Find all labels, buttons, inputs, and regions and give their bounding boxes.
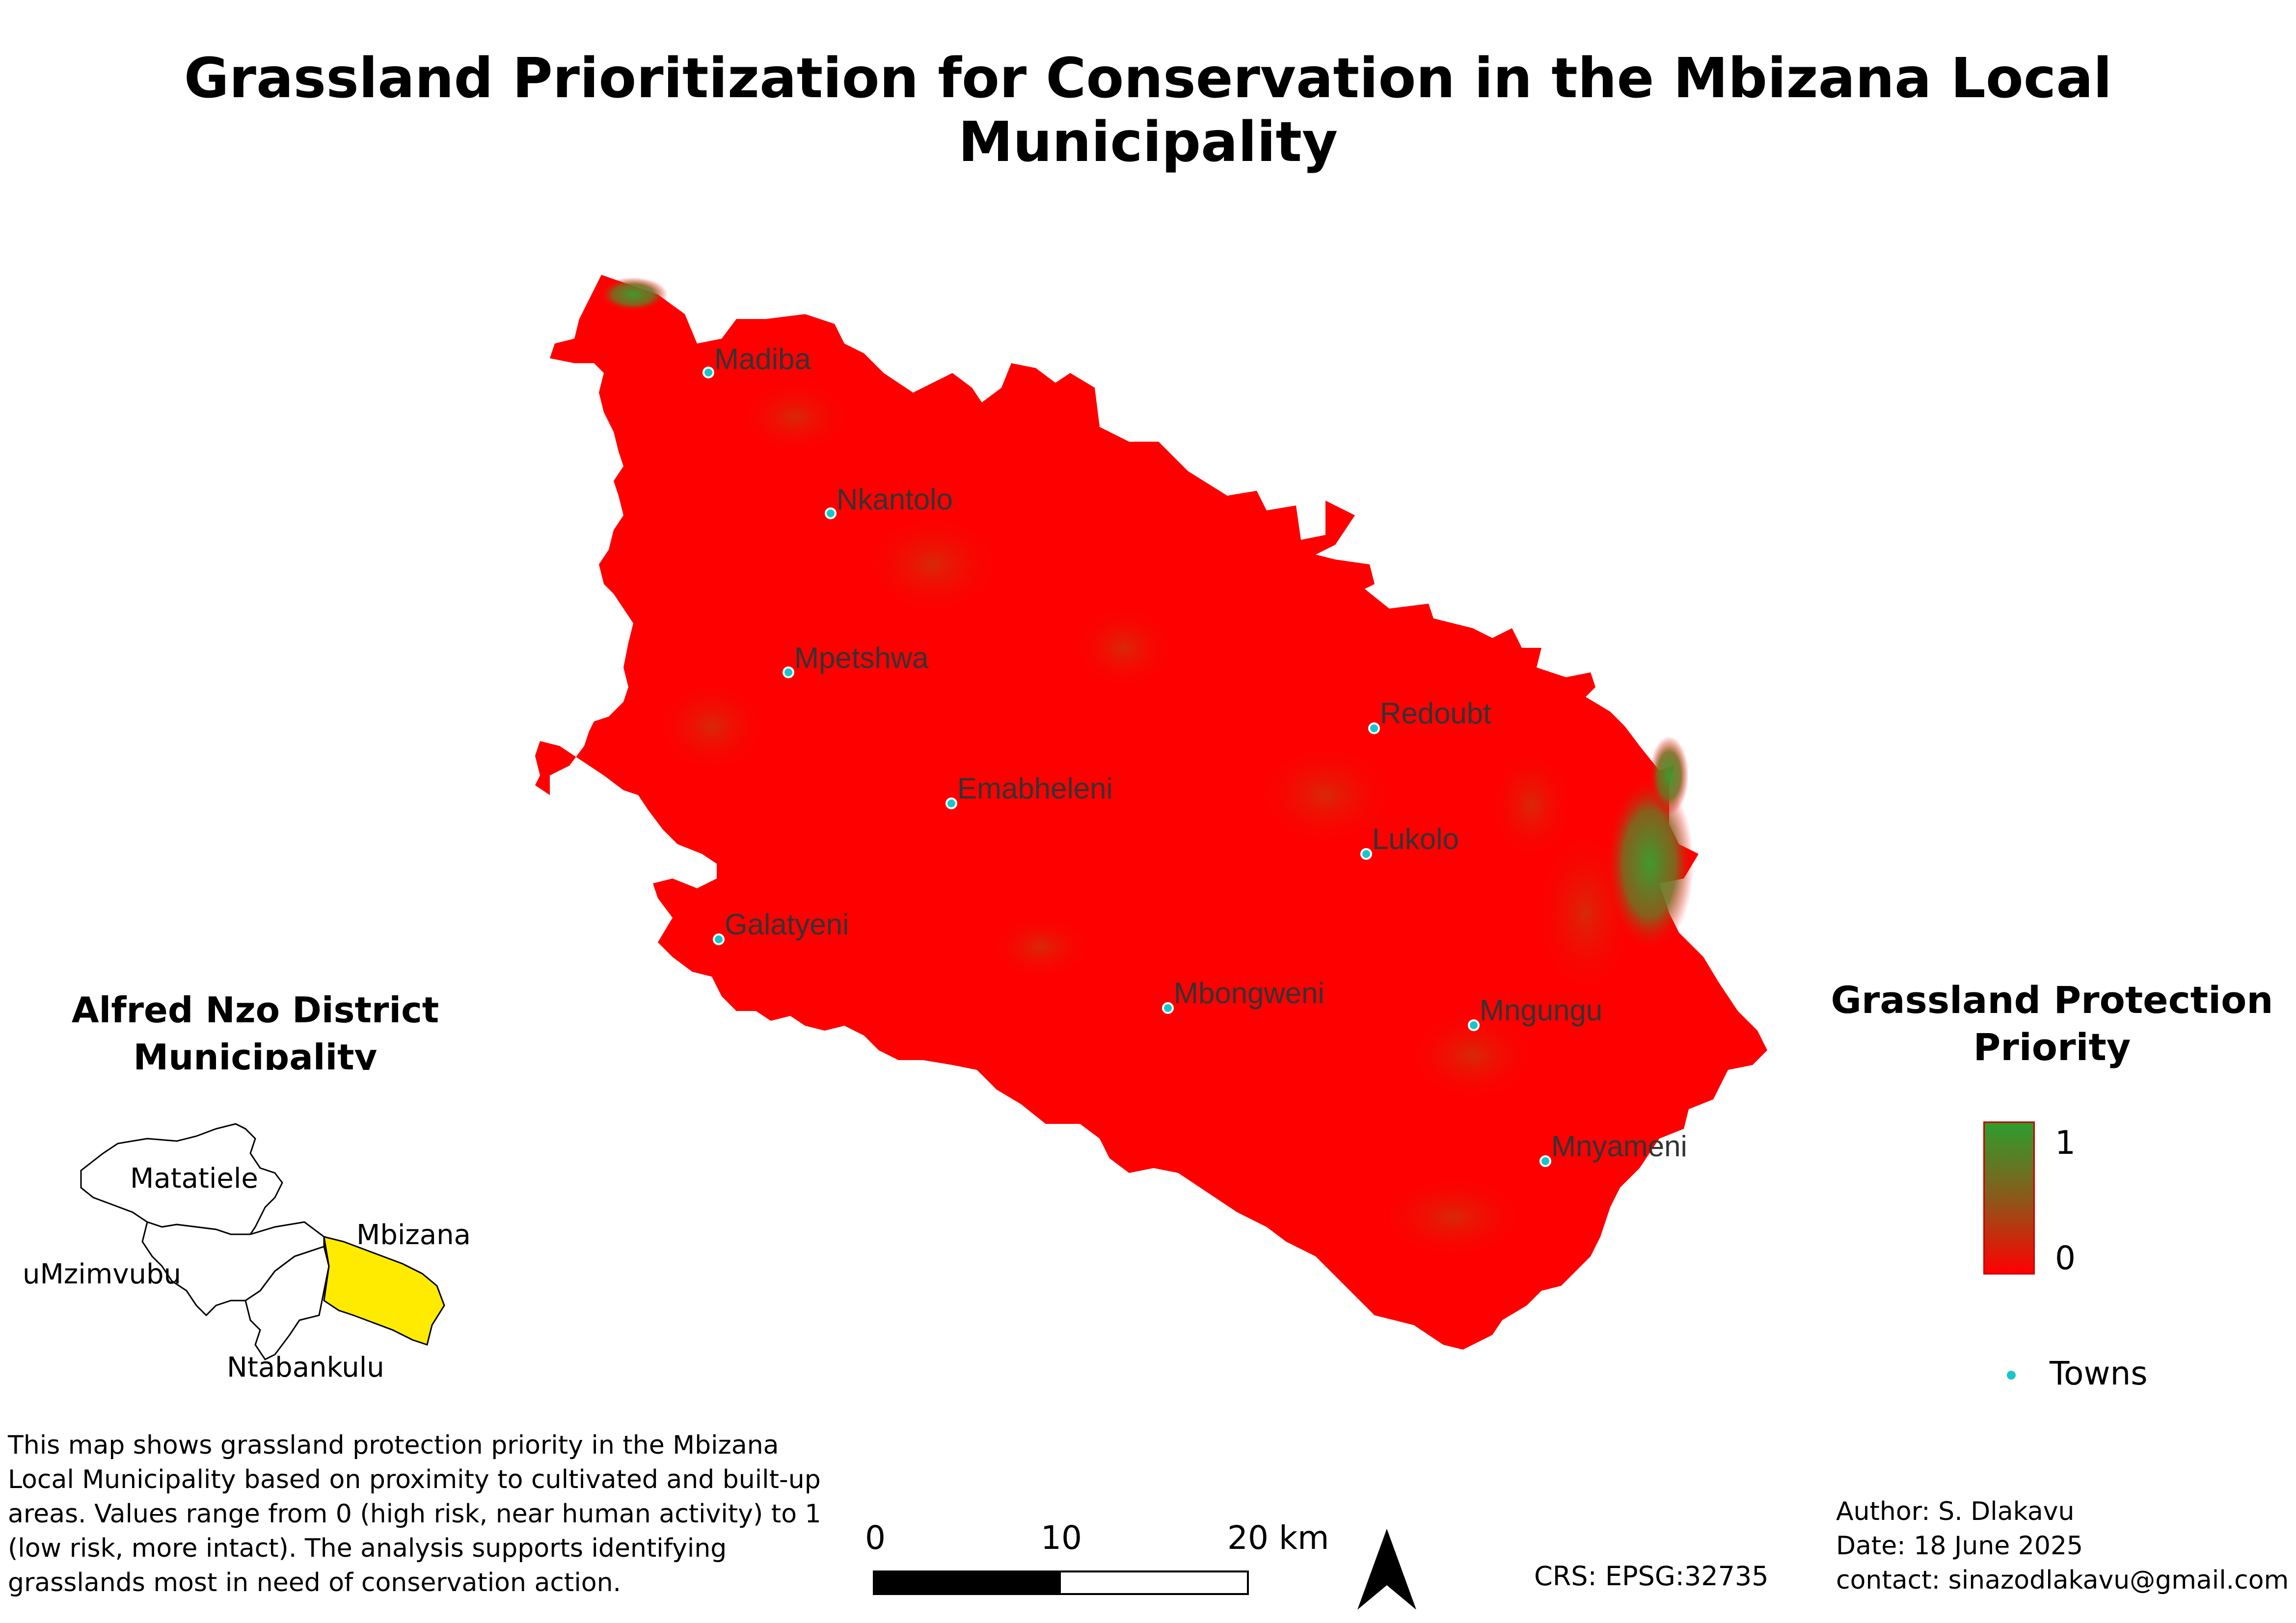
town-marker[interactable]: Mbongweni xyxy=(1162,977,1324,1014)
scale-bar-segment-white xyxy=(1061,1572,1247,1593)
crs-label: CRS: EPSG:32735 xyxy=(1534,1561,1769,1592)
legend-max-label: 1 xyxy=(2055,1124,2076,1162)
scale-bar xyxy=(873,1570,1249,1595)
town-dot xyxy=(1360,848,1372,860)
town-marker[interactable]: Galatyeni xyxy=(713,908,849,945)
date-line: Date: 18 June 2025 xyxy=(1836,1531,2083,1561)
town-label: Mngungu xyxy=(1480,994,1602,1027)
inset-matatiele xyxy=(80,1123,283,1235)
town-label: Mpetshwa xyxy=(794,641,929,674)
scale-label-0: 0 xyxy=(865,1519,886,1557)
town-dot xyxy=(1540,1155,1551,1167)
town-marker[interactable]: Madiba xyxy=(702,343,811,378)
scale-bar-segment-black xyxy=(875,1572,1061,1593)
town-label: Madiba xyxy=(714,343,811,375)
map-description: This map shows grassland protection prio… xyxy=(8,1431,821,1597)
town-label: Lukolo xyxy=(1372,823,1459,855)
author-line: Author: S. Dlakavu xyxy=(1836,1497,2075,1526)
mbizana-priority-raster xyxy=(535,275,1767,1350)
town-dot xyxy=(1162,1002,1174,1014)
town-label: Galatyeni xyxy=(725,908,849,941)
inset-label-ntabankulu: Ntabankulu xyxy=(227,1352,384,1384)
town-dot xyxy=(1368,722,1380,734)
town-marker[interactable]: Emabheleni xyxy=(945,772,1113,809)
town-marker[interactable]: Redoubt xyxy=(1368,697,1491,734)
town-dot xyxy=(702,367,714,378)
town-label: Nkantolo xyxy=(837,483,953,516)
scale-label-20: 20 km xyxy=(1227,1519,1329,1557)
town-label: Mnyameni xyxy=(1551,1130,1687,1163)
town-dot xyxy=(825,507,837,519)
author-block: Author: S. Dlakavu Date: 18 June 2025 co… xyxy=(1836,1494,2289,1597)
scale-label-10: 10 xyxy=(1041,1519,1082,1557)
town-marker[interactable]: Mnyameni xyxy=(1540,1130,1687,1167)
towns-legend-marker xyxy=(2007,1371,2016,1380)
town-marker[interactable]: Nkantolo xyxy=(825,483,953,519)
map-title: Grassland Prioritization for Conservatio… xyxy=(184,47,2112,174)
inset-label-umzimvubu: uMzimvubu xyxy=(23,1258,181,1290)
inset-mbizana xyxy=(323,1235,445,1346)
legend-min-label: 0 xyxy=(2055,1239,2076,1277)
town-dot xyxy=(783,666,794,678)
inset-label-mbizana: Mbizana xyxy=(356,1219,471,1251)
town-marker[interactable]: Mngungu xyxy=(1468,994,1602,1031)
town-marker[interactable]: Mpetshwa xyxy=(783,641,929,678)
inset-ntabankulu xyxy=(244,1246,330,1360)
town-marker[interactable]: Lukolo xyxy=(1360,823,1459,860)
town-label: Emabheleni xyxy=(957,772,1113,805)
town-label: Redoubt xyxy=(1380,697,1491,730)
contact-line: contact: sinazodlakavu@gmail.com xyxy=(1836,1566,2289,1595)
town-dot xyxy=(945,798,957,809)
legend-title: Grassland Protection Priority xyxy=(1831,978,2273,1069)
inset-label-matatiele: Matatiele xyxy=(130,1163,258,1195)
towns-legend-label: Towns xyxy=(2050,1355,2148,1392)
town-label: Mbongweni xyxy=(1174,977,1324,1010)
legend-color-ramp xyxy=(1983,1121,2035,1275)
town-dot xyxy=(713,933,725,945)
inset-map: Matatiele Mbizana uMzimvubu Ntabankulu xyxy=(23,1123,471,1384)
town-dot xyxy=(1468,1019,1480,1031)
inset-title: Alfred Nzo District Municipality xyxy=(71,989,439,1070)
north-arrow-icon xyxy=(1357,1529,1416,1610)
